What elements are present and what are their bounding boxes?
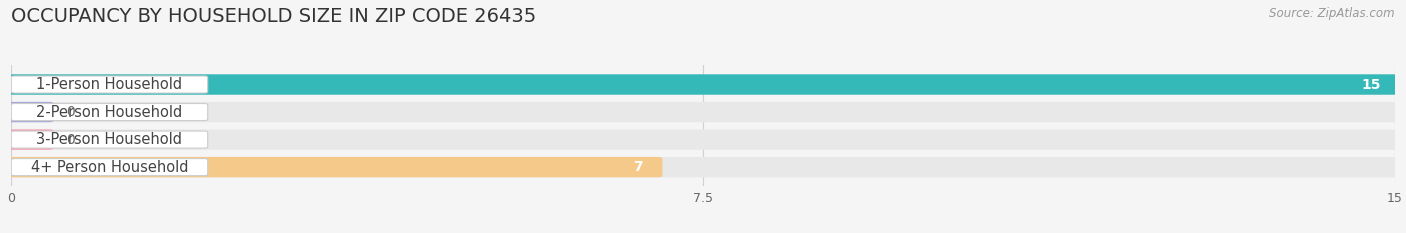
Text: 2-Person Household: 2-Person Household <box>37 105 183 120</box>
Text: Source: ZipAtlas.com: Source: ZipAtlas.com <box>1270 7 1395 20</box>
Text: 3-Person Household: 3-Person Household <box>37 132 183 147</box>
Text: OCCUPANCY BY HOUSEHOLD SIZE IN ZIP CODE 26435: OCCUPANCY BY HOUSEHOLD SIZE IN ZIP CODE … <box>11 7 537 26</box>
Text: 1-Person Household: 1-Person Household <box>37 77 183 92</box>
FancyBboxPatch shape <box>6 157 1400 177</box>
Text: 7: 7 <box>634 160 643 174</box>
Text: 0: 0 <box>66 133 76 147</box>
FancyBboxPatch shape <box>6 74 1400 95</box>
FancyBboxPatch shape <box>6 157 662 177</box>
Text: 15: 15 <box>1361 78 1381 92</box>
Text: 4+ Person Household: 4+ Person Household <box>31 160 188 175</box>
FancyBboxPatch shape <box>6 129 1400 150</box>
Text: 0: 0 <box>66 105 76 119</box>
FancyBboxPatch shape <box>6 74 1400 95</box>
FancyBboxPatch shape <box>6 129 53 150</box>
FancyBboxPatch shape <box>11 76 208 93</box>
FancyBboxPatch shape <box>6 102 53 122</box>
FancyBboxPatch shape <box>11 131 208 148</box>
FancyBboxPatch shape <box>11 103 208 121</box>
FancyBboxPatch shape <box>11 159 208 176</box>
FancyBboxPatch shape <box>6 102 1400 122</box>
